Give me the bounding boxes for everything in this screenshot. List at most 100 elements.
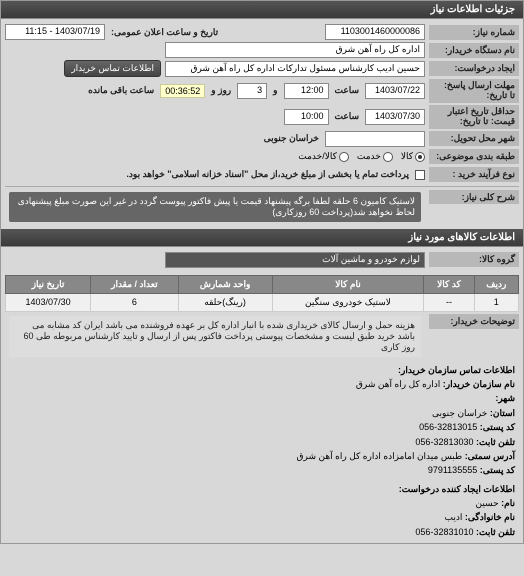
row-item-type: طبقه بندی موضوعی: کالا خدمت کالا/خدمت	[5, 148, 519, 166]
row-org-name: نام دستگاه خریدار: اداره کل راه آهن شرق	[5, 41, 519, 59]
label-deadline-text: مهلت ارسال پاسخ:	[444, 80, 515, 90]
form-section: شماره نیاز: 1103001460000086 تاریخ و ساع…	[1, 19, 523, 229]
requester-family-row: نام خانوادگی: ادیب	[9, 510, 515, 524]
label-shahr: شهر:	[495, 393, 515, 403]
input-pv-time[interactable]: 10:00	[284, 109, 329, 125]
contact-info-block: اطلاعات تماس سازمان خریدار: نام سازمان خ…	[1, 359, 523, 544]
label-req-name: نام:	[501, 498, 515, 508]
label-postcode: کد پستی:	[480, 465, 515, 475]
label-item-type: طبقه بندی موضوعی:	[429, 149, 519, 164]
label-time-2: ساعت	[333, 111, 362, 122]
value-postcode: 9791135555	[428, 465, 477, 475]
value-post: 32813015-056	[419, 422, 477, 432]
value-fax: 32813030-056	[415, 437, 473, 447]
value-ostan: خراسان جنوبی	[432, 408, 487, 418]
contact-fax-row: تلفن ثابت: 32813030-056	[9, 435, 515, 449]
main-panel: جزئیات اطلاعات نیاز شماره نیاز: 11030014…	[0, 0, 524, 544]
value-req-phone: 32831010-056	[415, 527, 473, 537]
radio-item-khedmat[interactable]: خدمت	[357, 151, 393, 162]
cell-idx: 1	[474, 293, 518, 311]
label-post: کد پستی:	[480, 422, 515, 432]
contact-header: اطلاعات تماس سازمان خریدار:	[9, 363, 515, 377]
panel-title: جزئیات اطلاعات نیاز	[1, 1, 523, 19]
radio-item-kala[interactable]: کالا	[401, 151, 425, 162]
label-description: شرح کلی نیاز:	[429, 190, 519, 205]
label-price-validity: حداقل تاریخ اعتبار قیمت: تا تاریخ:	[429, 105, 519, 129]
radio-both-label: کالا/خدمت	[298, 151, 337, 162]
th-code: کد کالا	[424, 275, 474, 293]
label-days: روز و	[209, 85, 233, 96]
description-text: لاستیک کامیون 6 حلقه لطفا برگه پیشنهاد ق…	[9, 192, 421, 222]
table-header-row: ردیف کد کالا نام کالا واحد شمارش تعداد /…	[6, 275, 519, 293]
contact-buyer-button[interactable]: اطلاعات تماس خریدار	[64, 60, 161, 77]
table-row[interactable]: 1 -- لاستیک خودروی سنگین (رینگ)حلقه 6 14…	[6, 293, 519, 311]
radio-both-icon	[339, 152, 349, 162]
label-create-request: ایجاد درخواست:	[429, 61, 519, 76]
label-pv-1: حداقل تاریخ اعتبار	[448, 106, 515, 116]
cell-name: لاستیک خودروی سنگین	[272, 293, 424, 311]
input-deadline-date[interactable]: 1403/07/22	[365, 83, 425, 99]
label-pv-2: قیمت: تا تاریخ:	[460, 116, 515, 126]
contact-postcode-row: کد پستی: 9791135555	[9, 463, 515, 477]
input-pv-date[interactable]: 1403/07/30	[365, 109, 425, 125]
contact-shahr-row: شهر:	[9, 391, 515, 405]
label-announce-date: تاریخ و ساعت اعلان عمومی:	[109, 27, 220, 38]
label-delivery-city: شهر محل تحویل:	[429, 131, 519, 146]
label-time-1: ساعت	[333, 85, 362, 96]
requester-phone-row: تلفن ثابت: 32831010-056	[9, 525, 515, 539]
items-section-header: اطلاعات کالاهای مورد نیاز	[1, 229, 523, 247]
row-group: گروه کالا: لوازم خودرو و ماشین آلات	[5, 251, 519, 269]
radio-group-item-type: کالا خدمت کالا/خدمت	[298, 151, 425, 162]
contact-org-row: نام سازمان خریدار: اداره کل راه آهن شرق	[9, 377, 515, 391]
checkbox-treasury[interactable]	[415, 170, 425, 180]
input-delivery-city[interactable]	[325, 131, 425, 147]
label-group: گروه کالا:	[429, 252, 519, 267]
cell-unit: (رینگ)حلقه	[178, 293, 272, 311]
row-deadline: مهلت ارسال پاسخ: تا تاریخ: 1403/07/22 سا…	[5, 78, 519, 104]
row-delivery-city: شهر محل تحویل: خراسان جنوبی	[5, 130, 519, 148]
contact-address-row: آدرس سمتی: طبس میدان امامزاده اداره کل ر…	[9, 449, 515, 463]
th-date: تاریخ نیاز	[6, 275, 91, 293]
input-request-number[interactable]: 1103001460000086	[325, 24, 425, 40]
input-expert[interactable]: حسین ادیب کارشناس مسئول تدارکات اداره کل…	[165, 61, 425, 77]
value-contact-org: اداره کل راه آهن شرق	[356, 379, 440, 389]
input-group[interactable]: لوازم خودرو و ماشین آلات	[165, 252, 425, 268]
value-req-family: ادیب	[445, 512, 463, 522]
value-req-name: حسین	[475, 498, 498, 508]
buyer-notes-text: هزینه حمل و ارسال کالای خریداری شده با ا…	[9, 316, 421, 357]
contact-post-row: کد پستی: 32813015-056	[9, 420, 515, 434]
items-form: گروه کالا: لوازم خودرو و ماشین آلات	[1, 247, 523, 273]
label-request-number: شماره نیاز:	[429, 25, 519, 40]
contact-ostan-row: استان: خراسان جنوبی	[9, 406, 515, 420]
label-buy-process: نوع فرآیند خرید :	[429, 167, 519, 182]
radio-khedmat-icon	[383, 152, 393, 162]
label-treasury: پرداخت تمام یا بخشی از مبلغ خرید،از محل …	[124, 169, 411, 180]
row-buyer-notes: توضیحات خریدار: هزینه حمل و ارسال کالای …	[1, 314, 523, 359]
row-buy-process: نوع فرآیند خرید : پرداخت تمام یا بخشی از…	[5, 166, 519, 184]
row-price-validity: حداقل تاریخ اعتبار قیمت: تا تاریخ: 1403/…	[5, 104, 519, 130]
cell-code: --	[424, 293, 474, 311]
radio-kala-icon	[415, 152, 425, 162]
items-table: ردیف کد کالا نام کالا واحد شمارش تعداد /…	[5, 275, 519, 312]
label-contact-org: نام سازمان خریدار:	[443, 379, 515, 389]
input-days[interactable]: 3	[237, 83, 267, 99]
row-create-request: ایجاد درخواست: حسین ادیب کارشناس مسئول ت…	[5, 59, 519, 78]
label-to-date: تا تاریخ:	[486, 90, 515, 100]
radio-item-both[interactable]: کالا/خدمت	[298, 151, 349, 162]
input-org-name[interactable]: اداره کل راه آهن شرق	[165, 42, 425, 58]
label-ostan: استان:	[490, 408, 515, 418]
th-unit: واحد شمارش	[178, 275, 272, 293]
requester-header: اطلاعات ایجاد کننده درخواست:	[9, 482, 515, 496]
label-buyer-notes: توضیحات خریدار:	[429, 314, 519, 329]
label-deadline: مهلت ارسال پاسخ: تا تاریخ:	[429, 79, 519, 103]
input-announce-date[interactable]: 1403/07/19 - 11:15	[5, 24, 105, 40]
radio-khedmat-label: خدمت	[357, 151, 381, 162]
row-request-number: شماره نیاز: 1103001460000086 تاریخ و ساع…	[5, 23, 519, 41]
cell-date: 1403/07/30	[6, 293, 91, 311]
input-deadline-time[interactable]: 12:00	[284, 83, 329, 99]
label-delivery-province: خراسان جنوبی	[262, 133, 321, 144]
th-qty: تعداد / مقدار	[91, 275, 179, 293]
row-description: شرح کلی نیاز: لاستیک کامیون 6 حلقه لطفا …	[5, 189, 519, 225]
th-name: نام کالا	[272, 275, 424, 293]
timer-remaining: 00:36:52	[160, 84, 205, 98]
